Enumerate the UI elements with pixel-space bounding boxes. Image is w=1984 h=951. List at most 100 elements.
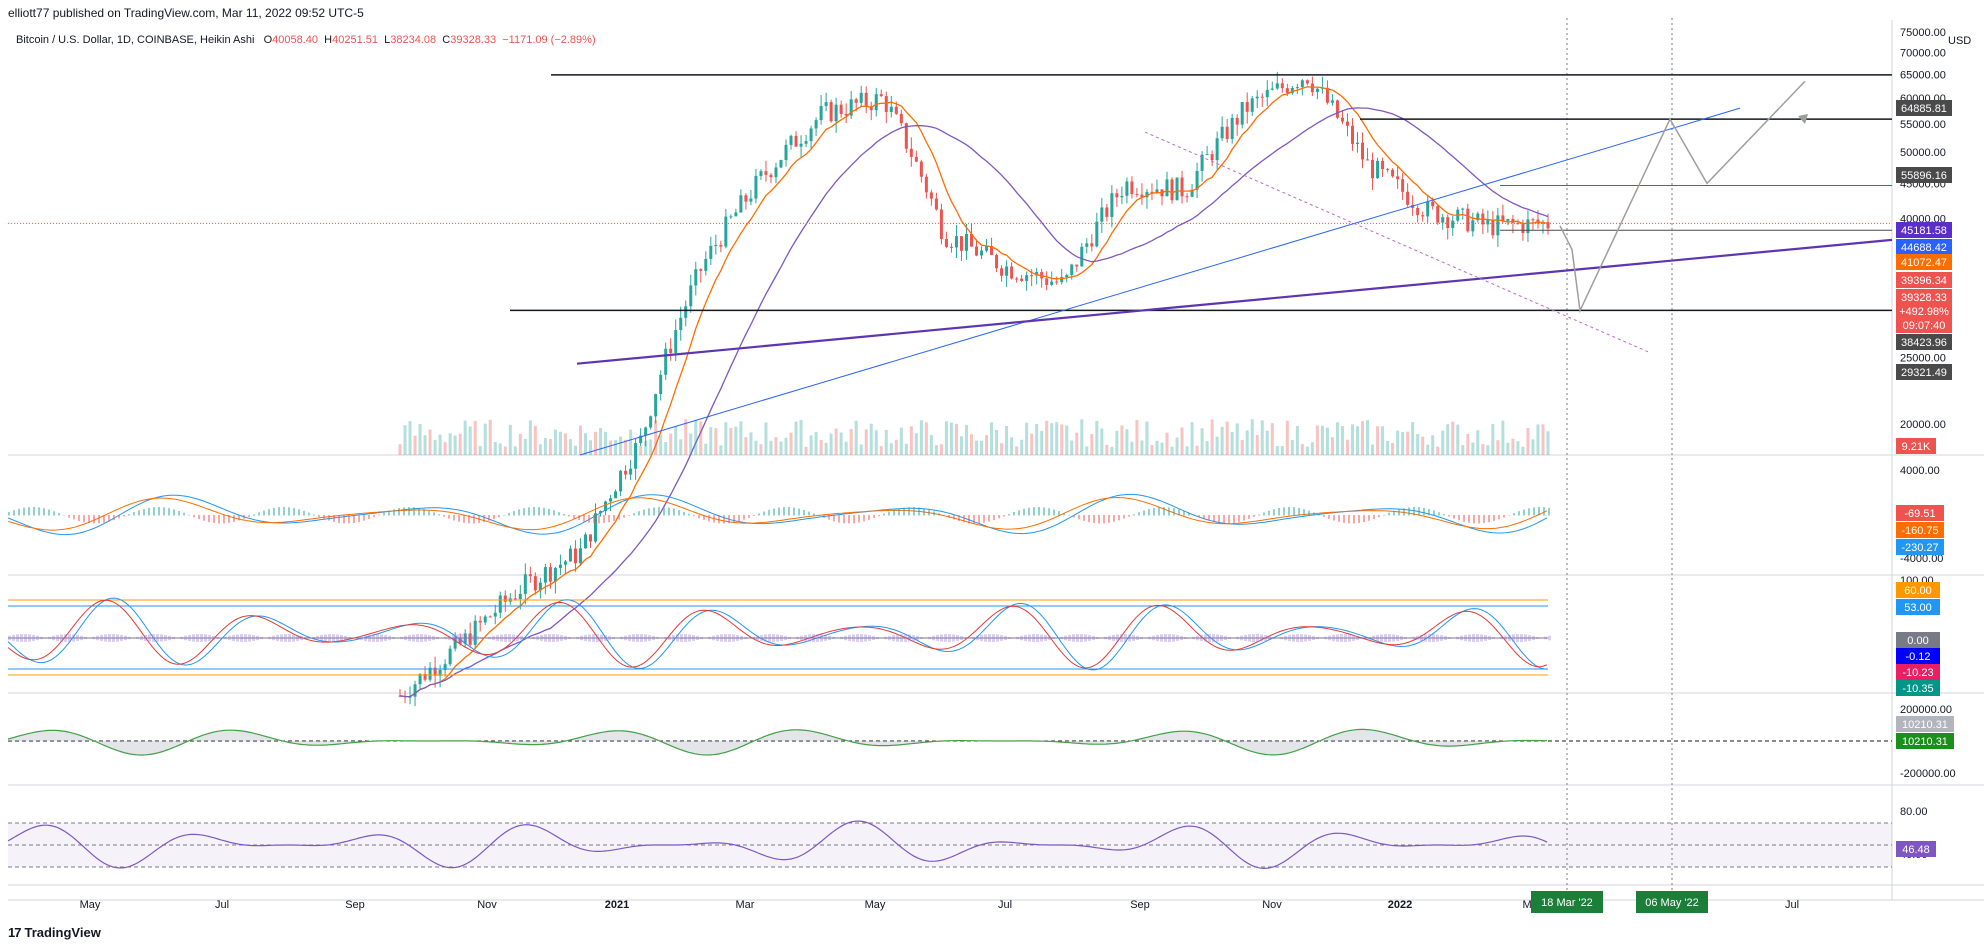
stoch-histogram-bar (936, 634, 939, 642)
stoch-badge (1896, 599, 1940, 615)
volume-bar (1446, 424, 1450, 455)
volume-bar (1105, 444, 1109, 455)
macd-histogram-bar (1523, 509, 1525, 516)
volume-bar (1220, 426, 1224, 455)
volume-bar (1356, 426, 1360, 455)
macd-histogram-bar (1283, 507, 1285, 516)
macd-histogram-bar (1368, 515, 1370, 521)
tradingview-logo[interactable]: 17 TradingView (8, 925, 101, 940)
macd-histogram-bar (813, 513, 815, 516)
candle-body (839, 104, 843, 115)
candle-body (1275, 83, 1279, 89)
macd-histogram-bar (323, 515, 325, 519)
stoch-histogram-bar (1088, 635, 1091, 641)
volume-bar (508, 424, 512, 455)
stoch-badge-label: 0.00 (1907, 635, 1928, 647)
date-badge (1636, 891, 1708, 913)
macd-histogram-bar (1298, 507, 1300, 516)
macd-histogram-bar (1363, 515, 1365, 523)
candle-body (558, 564, 562, 569)
volume-bar (1235, 423, 1239, 455)
macd-badge-label: -230.27 (1901, 542, 1938, 554)
stoch-histogram-bar (884, 636, 887, 640)
macd-histogram-bar (868, 515, 870, 520)
macd-histogram-bar (1478, 515, 1480, 524)
stoch-histogram-bar (744, 636, 747, 640)
macd-histogram-bar (1028, 507, 1030, 516)
time-tick-label: 2022 (1388, 899, 1412, 911)
stoch-histogram-bar (796, 636, 799, 640)
stoch-histogram-bar (200, 634, 203, 642)
stoch-histogram-bar (320, 634, 323, 642)
candle-body (568, 548, 572, 562)
stoch-histogram-bar (1304, 634, 1307, 642)
candle-body (1320, 87, 1324, 89)
volume-bar (639, 446, 643, 455)
macd-histogram-bar (998, 515, 1000, 519)
macd-histogram-bar (938, 513, 940, 516)
macd-histogram-bar (88, 515, 90, 524)
volume-bar (1170, 446, 1174, 455)
macd-histogram-bar (973, 515, 975, 524)
macd-histogram-bar (1078, 515, 1080, 520)
volume-bar (1145, 421, 1149, 455)
stoch-histogram-bar (564, 635, 567, 641)
candle-body (1175, 177, 1179, 201)
volume-bar (1315, 425, 1319, 455)
stoch-histogram-bar (500, 634, 503, 642)
volume-bar (488, 419, 492, 455)
candle-body (1526, 219, 1530, 234)
macd-histogram-bar (1203, 515, 1205, 520)
volume-bar (1260, 420, 1264, 455)
macd-histogram-bar (1398, 509, 1400, 516)
macd-histogram-bar (573, 515, 575, 519)
stoch-histogram-bar (1124, 634, 1127, 642)
stoch-badge (1896, 632, 1940, 648)
time-tick-label: Jul (998, 899, 1012, 911)
stoch-histogram-bar (284, 634, 287, 642)
candle-body (1125, 181, 1129, 196)
macd-histogram-bar (1488, 515, 1490, 523)
volume-bar (744, 437, 748, 455)
candle-body (1466, 208, 1470, 232)
candle-body (498, 595, 502, 613)
macd-histogram-bar (828, 515, 830, 520)
stoch-histogram-bar (1212, 634, 1215, 642)
macd-line (7, 493, 1548, 536)
stoch-histogram-bar (732, 634, 735, 642)
stoch-histogram-bar (1028, 634, 1031, 642)
candle-body (1030, 275, 1034, 277)
stoch-histogram-bar (168, 635, 171, 641)
macd-histogram-bar (1023, 508, 1025, 516)
stoch-histogram-bar (952, 634, 955, 642)
macd-histogram-bar (978, 515, 980, 524)
volume-bar (659, 434, 663, 455)
macd-histogram-bar (103, 515, 105, 523)
macd-histogram-bar (128, 514, 130, 516)
stoch-histogram-bar (712, 635, 715, 641)
volume-bar (634, 443, 638, 455)
macd-histogram-bar (1308, 510, 1310, 516)
purple-support-trendline (576, 238, 1893, 365)
macd-histogram-bar (93, 515, 95, 524)
price-badge-label: 41072.47 (1901, 257, 1947, 269)
stoch-histogram-bar (824, 635, 827, 641)
macd-histogram-bar (133, 512, 135, 516)
stoch-histogram-bar (1548, 635, 1551, 641)
stoch-histogram-bar (316, 635, 319, 641)
candle-body (954, 236, 958, 248)
flow-badge-label: 10210.31 (1902, 719, 1948, 731)
macd-histogram-bar (668, 507, 670, 516)
volume-bar (1180, 427, 1184, 455)
low-label: L (384, 34, 391, 46)
volume-bar (644, 441, 648, 455)
stoch-histogram-bar (1268, 635, 1271, 641)
candle-body (1090, 243, 1094, 247)
volume-bar (1065, 425, 1069, 455)
candle-body (889, 106, 893, 112)
macd-histogram-bar (558, 512, 560, 516)
macd-histogram-bar (633, 513, 635, 516)
volume-bar (1095, 421, 1099, 455)
macd-histogram-bar (823, 515, 825, 518)
